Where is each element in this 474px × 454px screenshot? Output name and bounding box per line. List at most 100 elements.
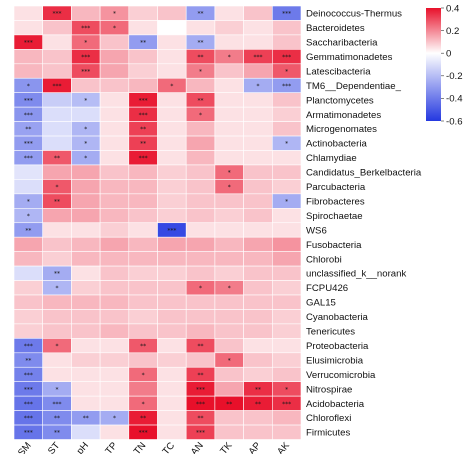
significance-marker: *** (24, 112, 33, 119)
heatmap-cell (243, 410, 273, 426)
heatmap-cell (243, 92, 273, 108)
heatmap-cell (214, 381, 244, 397)
significance-marker: * (170, 83, 173, 90)
heatmap-cell (71, 381, 101, 397)
significance-marker: ** (198, 40, 204, 47)
heatmap-cell (99, 34, 130, 50)
significance-marker: * (56, 386, 59, 393)
significance-marker: * (142, 401, 145, 408)
heatmap-cell (99, 193, 130, 209)
significance-marker: ** (198, 54, 204, 61)
heatmap-cell (185, 150, 216, 166)
colorbar-gradient (426, 8, 441, 121)
significance-marker: * (27, 198, 30, 205)
heatmap-cell (271, 208, 302, 224)
heatmap-cell (185, 265, 216, 281)
heatmap-cell (157, 63, 187, 79)
heatmap-cell (243, 164, 273, 180)
heatmap-cell (128, 63, 158, 79)
significance-marker: ** (140, 40, 146, 47)
significance-marker: ** (140, 126, 146, 133)
significance-marker: *** (53, 401, 62, 408)
heatmap-cell (214, 150, 244, 166)
row-label: Nitrospirae (306, 384, 352, 395)
colorbar-tick-label: 0.2 (446, 26, 459, 37)
heatmap-cells (13, 5, 302, 440)
significance-marker: ** (255, 386, 261, 393)
significance-marker: ** (83, 415, 89, 422)
heatmap-cell (243, 34, 273, 50)
heatmap-cell (42, 135, 72, 151)
heatmap-cell (157, 381, 187, 397)
row-label: Gemmatimonadetes (306, 52, 393, 63)
heatmap-cell (214, 63, 244, 79)
heatmap-cell (128, 265, 158, 281)
heatmap-cell (99, 280, 130, 296)
heatmap-cell (271, 121, 302, 137)
significance-marker: *** (139, 155, 148, 162)
significance-marker: * (199, 68, 202, 75)
heatmap-cell (157, 193, 187, 209)
heatmap-cell (243, 236, 273, 252)
heatmap-cell (243, 63, 273, 79)
heatmap-cell (243, 323, 273, 339)
heatmap-cell (157, 236, 187, 252)
heatmap-cell (71, 179, 101, 195)
heatmap-cell (157, 34, 187, 50)
row-label: WS6 (306, 225, 327, 236)
heatmap-cell (157, 5, 187, 21)
significance-marker: ** (54, 271, 60, 278)
significance-marker: *** (24, 141, 33, 148)
significance-marker: ** (25, 357, 31, 364)
heatmap-cell (13, 265, 44, 281)
heatmap-cell (71, 265, 101, 281)
column-label: AN (189, 440, 206, 454)
heatmap-cell (243, 294, 273, 310)
significance-marker: ** (140, 141, 146, 148)
heatmap-cell (185, 77, 216, 93)
significance-marker: * (84, 141, 87, 148)
heatmap-cell (214, 222, 244, 238)
heatmap-cell (271, 366, 302, 382)
heatmap-cell (71, 294, 101, 310)
heatmap-cell (185, 193, 216, 209)
significance-marker: ** (198, 415, 204, 422)
heatmap-cell (157, 280, 187, 296)
heatmap-cell (157, 309, 187, 325)
significance-marker: ** (198, 97, 204, 104)
heatmap-cell (71, 164, 101, 180)
significance-marker: * (113, 25, 116, 32)
heatmap-cell (13, 236, 44, 252)
column-label: AK (275, 440, 292, 454)
heatmap-cell (243, 150, 273, 166)
heatmap-cell (214, 323, 244, 339)
significance-marker: * (27, 83, 30, 90)
significance-marker: *** (282, 83, 291, 90)
colorbar: 0.4 0.2 0 -0.2 -0.4 -0.6 (426, 3, 463, 127)
significance-marker: * (84, 97, 87, 104)
row-label: Latescibacteria (306, 66, 371, 77)
heatmap-cell (214, 34, 244, 50)
heatmap-cell (157, 150, 187, 166)
heatmap-cell (99, 395, 130, 411)
row-labels: Deinococcus-Thermus Bacteroidetes Sacchari… (306, 9, 422, 439)
heatmap-cell (271, 280, 302, 296)
significance-marker: *** (282, 54, 291, 61)
heatmap-cell (99, 208, 130, 224)
heatmap-cell (128, 20, 158, 36)
row-label: Firmicutes (306, 428, 350, 439)
heatmap-cell (99, 49, 130, 65)
heatmap-cell (157, 92, 187, 108)
heatmap-cell (99, 222, 130, 238)
significance-marker: ** (255, 401, 261, 408)
heatmap-cell (99, 309, 130, 325)
significance-marker: *** (24, 343, 33, 350)
colorbar-tick-label: -0.4 (446, 94, 463, 105)
heatmap-cell (157, 265, 187, 281)
heatmap-cell (271, 222, 302, 238)
column-label: SM (16, 440, 34, 454)
heatmap-cell (128, 381, 158, 397)
significance-marker: * (56, 184, 59, 191)
row-label: Acidobacteria (306, 399, 365, 410)
heatmap-cell (99, 265, 130, 281)
